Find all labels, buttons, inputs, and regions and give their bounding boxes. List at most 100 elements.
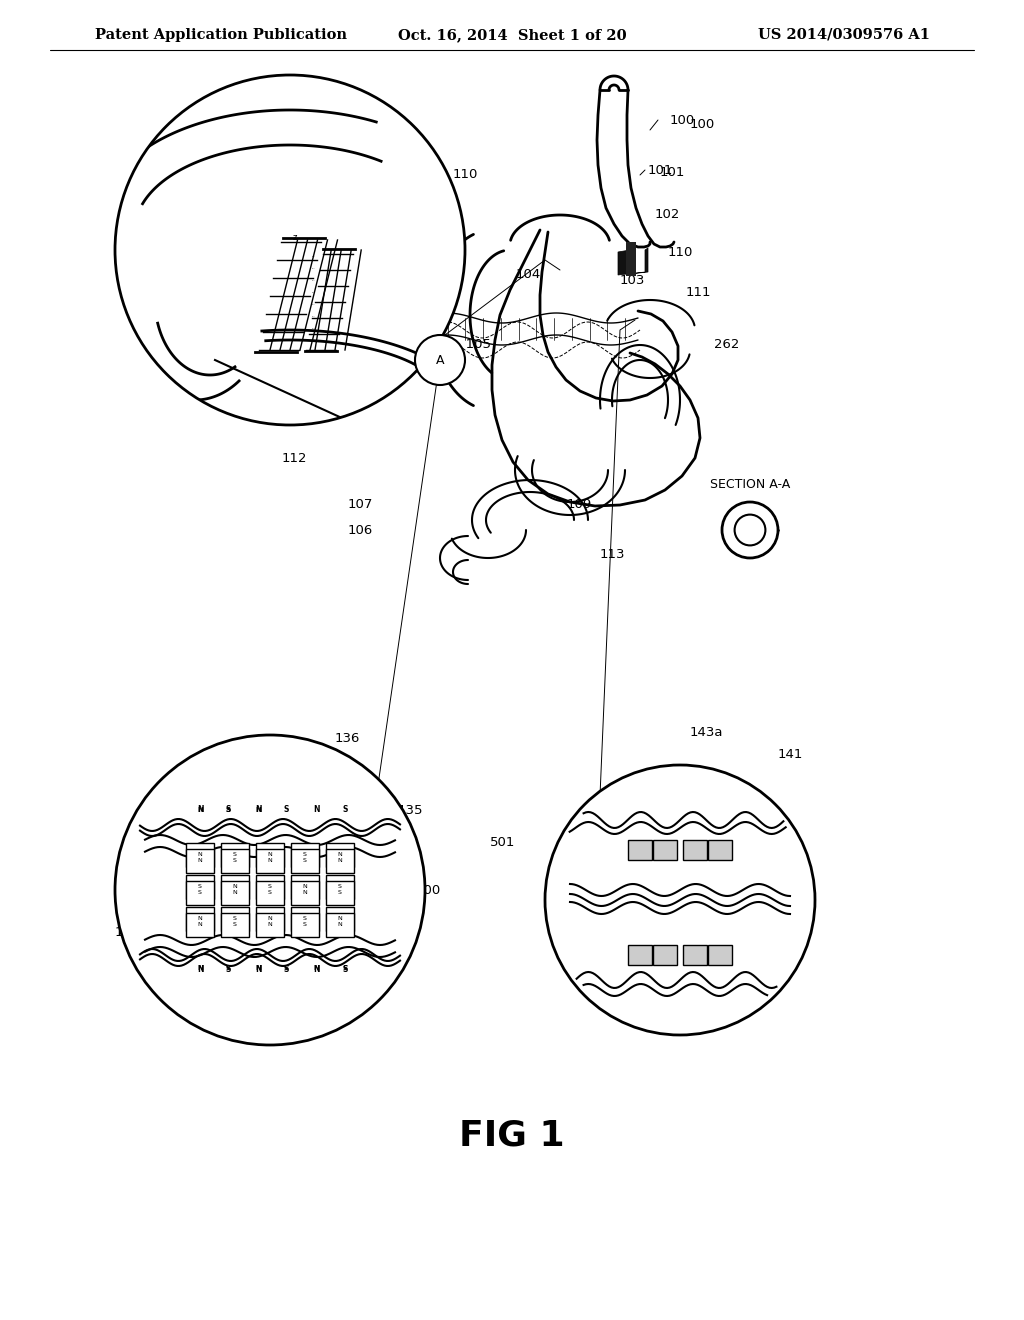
Polygon shape bbox=[256, 849, 284, 873]
Text: N: N bbox=[267, 916, 272, 921]
Text: S: S bbox=[233, 916, 237, 921]
Text: S: S bbox=[225, 965, 230, 974]
Circle shape bbox=[115, 735, 425, 1045]
Text: S: S bbox=[284, 965, 289, 974]
Text: 111: 111 bbox=[686, 285, 712, 298]
Text: N: N bbox=[267, 853, 272, 858]
Text: N: N bbox=[338, 923, 342, 928]
Polygon shape bbox=[221, 907, 249, 931]
Text: N: N bbox=[198, 916, 203, 921]
Text: A  105: A 105 bbox=[449, 338, 490, 351]
Text: S: S bbox=[284, 965, 289, 972]
Text: N: N bbox=[303, 891, 307, 895]
Text: 135: 135 bbox=[398, 804, 424, 817]
Text: N: N bbox=[255, 965, 261, 972]
Text: S: S bbox=[225, 965, 230, 972]
Polygon shape bbox=[291, 907, 319, 931]
Polygon shape bbox=[291, 843, 319, 867]
Circle shape bbox=[722, 502, 778, 558]
Text: S: S bbox=[233, 923, 237, 928]
Polygon shape bbox=[186, 907, 214, 931]
Text: 104: 104 bbox=[516, 268, 542, 281]
Circle shape bbox=[415, 335, 465, 385]
Text: SECTION A-A: SECTION A-A bbox=[710, 479, 791, 491]
Text: 136: 136 bbox=[365, 273, 390, 286]
Text: 262: 262 bbox=[714, 338, 739, 351]
Polygon shape bbox=[186, 849, 214, 873]
Text: N: N bbox=[232, 891, 238, 895]
Polygon shape bbox=[291, 849, 319, 873]
Text: N: N bbox=[197, 965, 203, 972]
Text: S: S bbox=[198, 884, 202, 890]
Polygon shape bbox=[221, 849, 249, 873]
Text: S: S bbox=[225, 805, 230, 814]
Polygon shape bbox=[221, 875, 249, 899]
Text: N: N bbox=[255, 965, 261, 974]
Polygon shape bbox=[683, 840, 707, 861]
Text: Patent Application Publication: Patent Application Publication bbox=[95, 28, 347, 42]
Circle shape bbox=[545, 766, 815, 1035]
Text: 110: 110 bbox=[115, 925, 140, 939]
Text: N: N bbox=[338, 916, 342, 921]
Polygon shape bbox=[326, 875, 354, 899]
Text: 135: 135 bbox=[400, 228, 426, 242]
Polygon shape bbox=[708, 945, 732, 965]
Text: US 2014/0309576 A1: US 2014/0309576 A1 bbox=[758, 28, 930, 42]
Text: N: N bbox=[338, 858, 342, 863]
Text: S: S bbox=[303, 923, 307, 928]
Text: N: N bbox=[197, 805, 203, 814]
Polygon shape bbox=[326, 843, 354, 867]
Text: S: S bbox=[342, 805, 348, 814]
Text: 143b: 143b bbox=[688, 1019, 722, 1031]
Text: S: S bbox=[303, 853, 307, 858]
Text: 110: 110 bbox=[350, 103, 376, 116]
Polygon shape bbox=[256, 880, 284, 906]
Polygon shape bbox=[186, 875, 214, 899]
Text: N: N bbox=[312, 965, 319, 974]
Polygon shape bbox=[628, 840, 652, 861]
Text: N: N bbox=[198, 853, 203, 858]
Text: N: N bbox=[338, 853, 342, 858]
Polygon shape bbox=[221, 880, 249, 906]
Text: N: N bbox=[198, 923, 203, 928]
Text: S: S bbox=[198, 891, 202, 895]
Text: FIG 1: FIG 1 bbox=[459, 1118, 565, 1152]
Text: S: S bbox=[342, 965, 348, 974]
Text: N: N bbox=[198, 858, 203, 863]
Text: Oct. 16, 2014  Sheet 1 of 20: Oct. 16, 2014 Sheet 1 of 20 bbox=[397, 28, 627, 42]
Polygon shape bbox=[326, 880, 354, 906]
Text: N: N bbox=[197, 965, 203, 974]
Text: S: S bbox=[338, 891, 342, 895]
Text: N: N bbox=[255, 807, 261, 813]
Polygon shape bbox=[256, 913, 284, 937]
Polygon shape bbox=[683, 945, 707, 965]
Text: 106: 106 bbox=[348, 524, 374, 536]
Polygon shape bbox=[653, 840, 677, 861]
Text: 111: 111 bbox=[212, 149, 238, 161]
Text: A: A bbox=[436, 354, 444, 367]
Text: z: z bbox=[293, 234, 297, 243]
Text: N: N bbox=[313, 965, 318, 972]
Polygon shape bbox=[186, 913, 214, 937]
Text: N: N bbox=[232, 884, 238, 890]
Text: 101: 101 bbox=[660, 165, 685, 178]
Polygon shape bbox=[653, 945, 677, 965]
Text: 100: 100 bbox=[690, 119, 715, 132]
Polygon shape bbox=[221, 913, 249, 937]
Text: N: N bbox=[303, 884, 307, 890]
Text: 100: 100 bbox=[670, 114, 695, 127]
Polygon shape bbox=[221, 843, 249, 867]
Text: 501: 501 bbox=[490, 836, 515, 849]
Polygon shape bbox=[618, 248, 648, 275]
Polygon shape bbox=[626, 242, 636, 276]
Text: S: S bbox=[303, 858, 307, 863]
Polygon shape bbox=[256, 907, 284, 931]
Polygon shape bbox=[291, 880, 319, 906]
Circle shape bbox=[115, 75, 465, 425]
Text: S: S bbox=[284, 805, 289, 814]
Text: 101: 101 bbox=[648, 164, 674, 177]
Text: N: N bbox=[267, 858, 272, 863]
Circle shape bbox=[734, 515, 765, 545]
Text: 108: 108 bbox=[310, 404, 335, 417]
Text: S: S bbox=[342, 965, 347, 972]
